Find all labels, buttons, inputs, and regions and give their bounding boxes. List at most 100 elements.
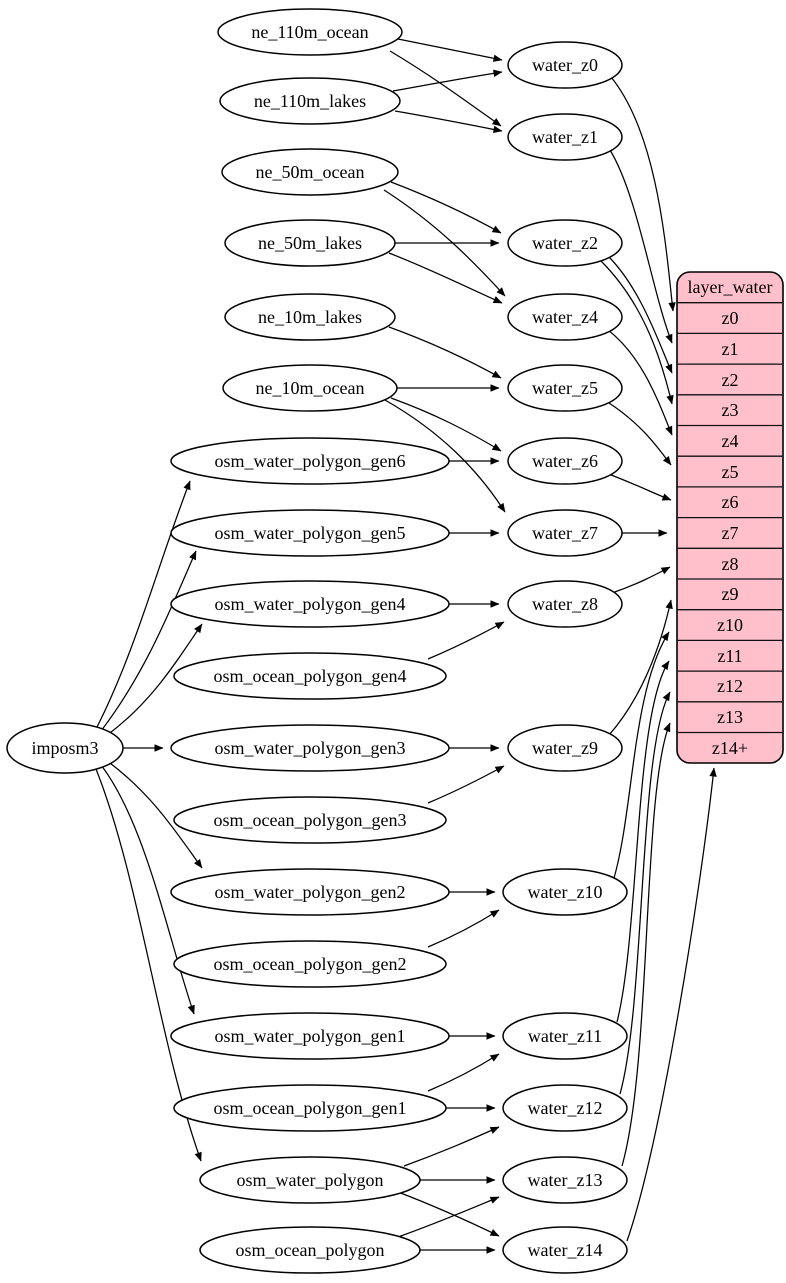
node-water-z0: water_z0 (507, 41, 623, 89)
node-ne-10m-lakes-label: ne_10m_lakes (258, 307, 362, 327)
node-water-z7-label: water_z7 (532, 523, 598, 543)
edge-imposm3-to-osm-water-polygon-gen2 (105, 759, 203, 869)
node-ne-10m-ocean-label: ne_10m_ocean (256, 378, 365, 398)
record-row-z5-label: z5 (722, 462, 739, 482)
edge-imposm3-to-osm-water-polygon-gen1 (100, 764, 195, 1015)
edge-water-z2-to-row-z2 (607, 255, 673, 374)
edge-layer (95, 38, 717, 1254)
record-row-z14plus-label: z14+ (712, 738, 748, 758)
node-osm-ocean-polygon-gen4-label: osm_ocean_polygon_gen4 (214, 666, 407, 686)
node-osm-ocean-polygon-label: osm_ocean_polygon (236, 1240, 385, 1260)
edge-ne-110m-ocean-to-water-z1 (389, 50, 502, 127)
node-osm-water-polygon-gen6: osm_water_polygon_gen6 (170, 437, 450, 485)
node-osm-water-polygon-gen1: osm_water_polygon_gen1 (170, 1012, 450, 1060)
node-layer-water-record: layer_water z0 z1 z2 z3 z4 z5 z6 z7 z8 z… (676, 271, 784, 764)
node-imposm3: imposm3 (6, 722, 124, 774)
node-osm-water-polygon-gen2-label: osm_water_polygon_gen2 (215, 882, 406, 902)
edge-osm-ocean-polygon-to-water-z13 (397, 1196, 500, 1238)
node-osm-ocean-polygon-gen3-label: osm_ocean_polygon_gen3 (214, 810, 407, 830)
node-osm-water-polygon-gen4: osm_water_polygon_gen4 (170, 580, 450, 628)
node-ne-10m-ocean: ne_10m_ocean (222, 364, 398, 412)
edge-ne-110m-lakes-to-water-z1 (394, 110, 503, 134)
record-title: layer_water (688, 277, 773, 297)
node-osm-ocean-polygon-gen1: osm_ocean_polygon_gen1 (173, 1084, 447, 1132)
edge-osm-water-polygon-to-water-z12 (403, 1126, 500, 1167)
edge-ne-10m-lakes-to-water-z5 (388, 326, 502, 379)
edge-ne-50m-ocean-to-water-z2 (390, 181, 502, 234)
node-water-z6: water_z6 (507, 437, 623, 485)
edge-water-z5-to-row-z5 (605, 400, 672, 466)
node-osm-ocean-polygon-gen2-label: osm_ocean_polygon_gen2 (214, 954, 407, 974)
node-water-z10-label: water_z10 (528, 882, 603, 902)
node-osm-ocean-polygon-gen4: osm_ocean_polygon_gen4 (173, 652, 447, 700)
edge-osm-ocean-polygon-gen3-to-water-z9 (427, 765, 505, 804)
node-water-z5: water_z5 (507, 364, 623, 412)
edge-water-z1-to-row-z1 (609, 149, 673, 344)
edge-water-z11-to-row-z11 (616, 660, 670, 1023)
node-osm-water-polygon-gen5: osm_water_polygon_gen5 (170, 509, 450, 557)
record-row-z3-label: z3 (722, 400, 739, 420)
node-osm-water-polygon-gen5-label: osm_water_polygon_gen5 (215, 523, 406, 543)
node-osm-ocean-polygon-gen2: osm_ocean_polygon_gen2 (173, 940, 447, 988)
record-row-z1-label: z1 (722, 339, 739, 359)
edge-osm-ocean-polygon-gen2-to-water-z10 (427, 909, 500, 948)
node-water-z9-label: water_z9 (532, 738, 598, 758)
edge-water-z0-to-row-z0 (610, 76, 676, 312)
node-imposm3-label: imposm3 (31, 738, 98, 758)
record-row-z2-label: z2 (722, 370, 739, 390)
node-osm-water-polygon-gen1-label: osm_water_polygon_gen1 (215, 1026, 406, 1046)
edge-water-z10-to-row-z10 (613, 631, 670, 879)
node-water-z11: water_z11 (502, 1012, 628, 1060)
node-ne-110m-lakes: ne_110m_lakes (219, 77, 401, 125)
node-water-z12: water_z12 (502, 1084, 628, 1132)
edge-water-z14-to-row-z14plus (626, 767, 717, 1242)
node-water-z0-label: water_z0 (532, 55, 598, 75)
node-osm-water-polygon: osm_water_polygon (199, 1156, 421, 1204)
record-row-z11-label: z11 (717, 646, 742, 666)
node-ne-110m-ocean-label: ne_110m_ocean (251, 22, 368, 42)
node-osm-water-polygon-gen4-label: osm_water_polygon_gen4 (215, 594, 406, 614)
edge-water-z9-to-row-z9 (608, 599, 673, 736)
edge-ne-50m-lakes-to-water-z4 (388, 252, 503, 304)
node-water-z4-label: water_z4 (532, 307, 598, 327)
node-water-z14-label: water_z14 (528, 1240, 603, 1260)
node-water-z1-label: water_z1 (532, 127, 598, 147)
node-layer: imposm3 ne_110m_ocean ne_110m_lakes ne_5… (6, 8, 628, 1274)
edge-imposm3-to-osm-water-polygon-gen6 (96, 480, 191, 728)
edge-ne-110m-lakes-to-water-z0 (392, 69, 503, 92)
node-water-z9: water_z9 (507, 724, 623, 772)
edge-ne-10m-ocean-to-water-z7 (384, 399, 506, 513)
edge-water-z12-to-row-z12 (619, 691, 671, 1095)
node-water-z4: water_z4 (507, 293, 623, 341)
edge-ne-110m-ocean-to-water-z0 (397, 38, 503, 62)
edge-ne-10m-ocean-to-water-z6 (390, 397, 502, 452)
edge-water-z13-to-row-z13 (621, 722, 671, 1167)
node-water-z2-label: water_z2 (532, 233, 598, 253)
node-osm-ocean-polygon: osm_ocean_polygon (199, 1226, 421, 1274)
record-row-z8-label: z8 (722, 554, 739, 574)
node-water-z5-label: water_z5 (532, 378, 598, 398)
record-row-z7-label: z7 (722, 523, 739, 543)
node-water-z14: water_z14 (502, 1226, 628, 1274)
edge-osm-water-polygon-to-water-z14 (397, 1191, 500, 1237)
record-row-z10-label: z10 (717, 615, 743, 635)
record-row-z12-label: z12 (717, 676, 743, 696)
record-row-z4-label: z4 (722, 431, 739, 451)
edge-imposm3-to-osm-water-polygon-gen4 (105, 623, 203, 737)
node-ne-110m-lakes-label: ne_110m_lakes (254, 91, 366, 111)
record-row-z6-label: z6 (722, 492, 739, 512)
record-row-z13-label: z13 (717, 707, 743, 727)
node-ne-110m-ocean: ne_110m_ocean (217, 8, 403, 56)
node-osm-water-polygon-gen2: osm_water_polygon_gen2 (170, 868, 450, 916)
edge-imposm3-to-osm-water-polygon-gen5 (100, 550, 197, 732)
node-water-z2: water_z2 (507, 219, 623, 267)
record-row-z0-label: z0 (722, 308, 739, 328)
node-water-z7: water_z7 (507, 509, 623, 557)
node-ne-50m-lakes-label: ne_50m_lakes (258, 233, 362, 253)
node-osm-ocean-polygon-gen3: osm_ocean_polygon_gen3 (173, 796, 447, 844)
record-row-z9-label: z9 (722, 584, 739, 604)
node-ne-50m-lakes: ne_50m_lakes (224, 219, 396, 267)
edge-water-z6-to-row-z6 (605, 472, 672, 501)
